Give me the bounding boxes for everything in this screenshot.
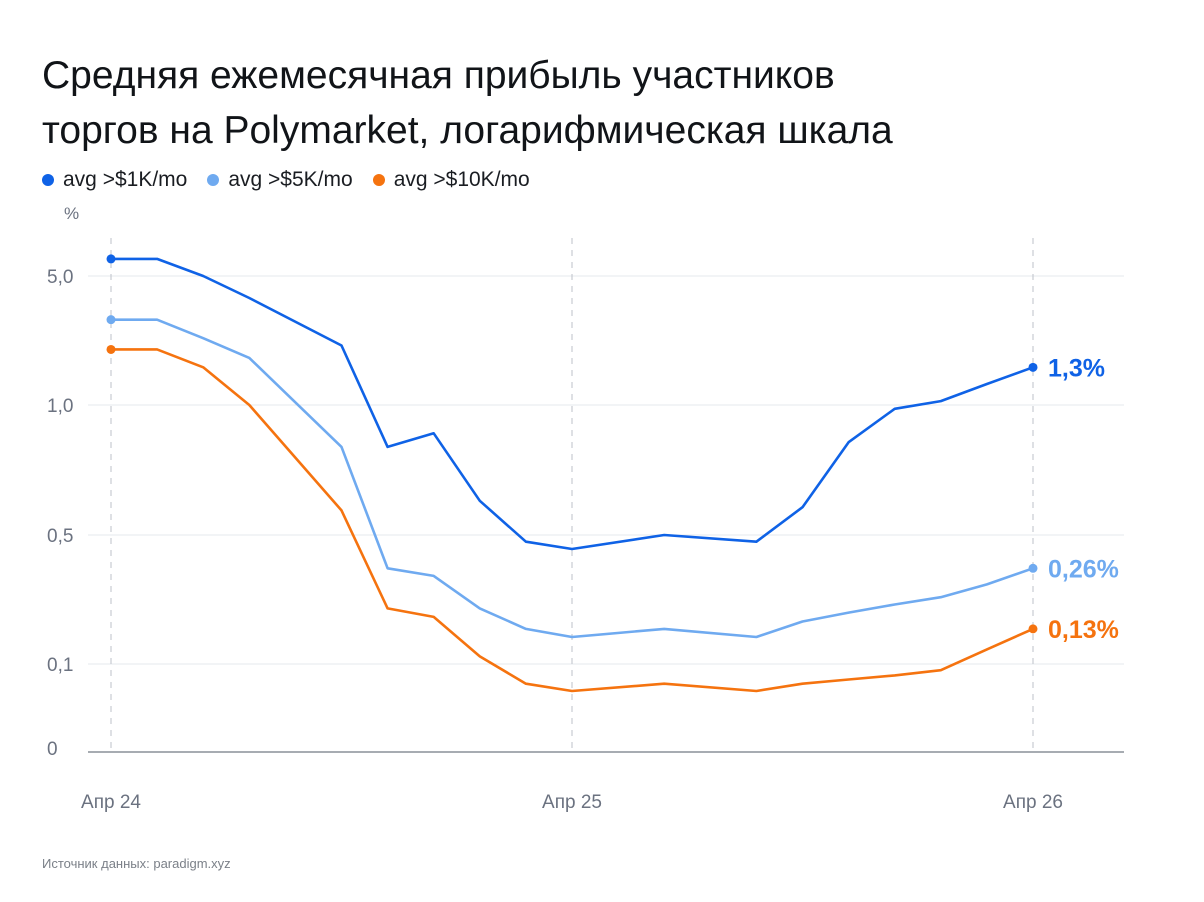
series-start-point-2 [106,344,116,354]
legend-label-10k: avg >$10K/mo [393,168,530,191]
y-tick-label: 5,0 [47,267,73,288]
legend-dot-5k [207,174,220,186]
series-line-1 [109,318,1035,639]
legend-dot-1k [42,174,54,186]
x-tick-label: Апр 25 [542,792,602,813]
series-end-label-2: 0,13% [1048,616,1119,644]
chart-title-line-1: Средняя ежемесячная прибыль участников [42,54,835,97]
chart-legend: avg >$1K/mo avg >$5K/mo avg >$10K/mo [42,168,530,192]
legend-label-1k: avg >$1K/mo [63,168,188,191]
legend-label-5k: avg >$5K/mo [228,168,353,191]
y-tick-label: 0,1 [47,655,73,676]
chart-title-line-2: торгов на Polymarket, логарифмическая шк… [42,109,893,152]
series-start-point-0 [106,254,116,264]
legend-item-1k: avg >$1K/mo [42,168,187,192]
y-tick-label: 0 [47,739,58,760]
y-tick-label: 1,0 [47,396,73,417]
y-axis-unit-label: % [64,204,80,223]
chart-title: Средняя ежемесячная прибыль участников т… [42,48,1142,158]
legend-dot-10k [372,174,385,186]
series-start-point-1 [106,315,116,325]
series-end-point-1 [1028,563,1038,573]
y-tick-label: 0,5 [47,526,73,547]
series-end-point-0 [1028,362,1038,372]
data-source-note: Источник данных: paradigm.xyz [42,856,231,871]
legend-item-5k: avg >$5K/mo [207,168,353,192]
x-tick-label: Апр 24 [81,792,141,813]
series-line-0 [109,257,1035,551]
series-end-label-0: 1,3% [1048,354,1105,382]
legend-item-10k: avg >$10K/mo [372,168,530,192]
series-line-2 [109,348,1035,693]
series-end-point-2 [1028,624,1038,634]
series-end-label-1: 0,26% [1048,555,1119,583]
x-tick-label: Апр 26 [1003,792,1063,813]
